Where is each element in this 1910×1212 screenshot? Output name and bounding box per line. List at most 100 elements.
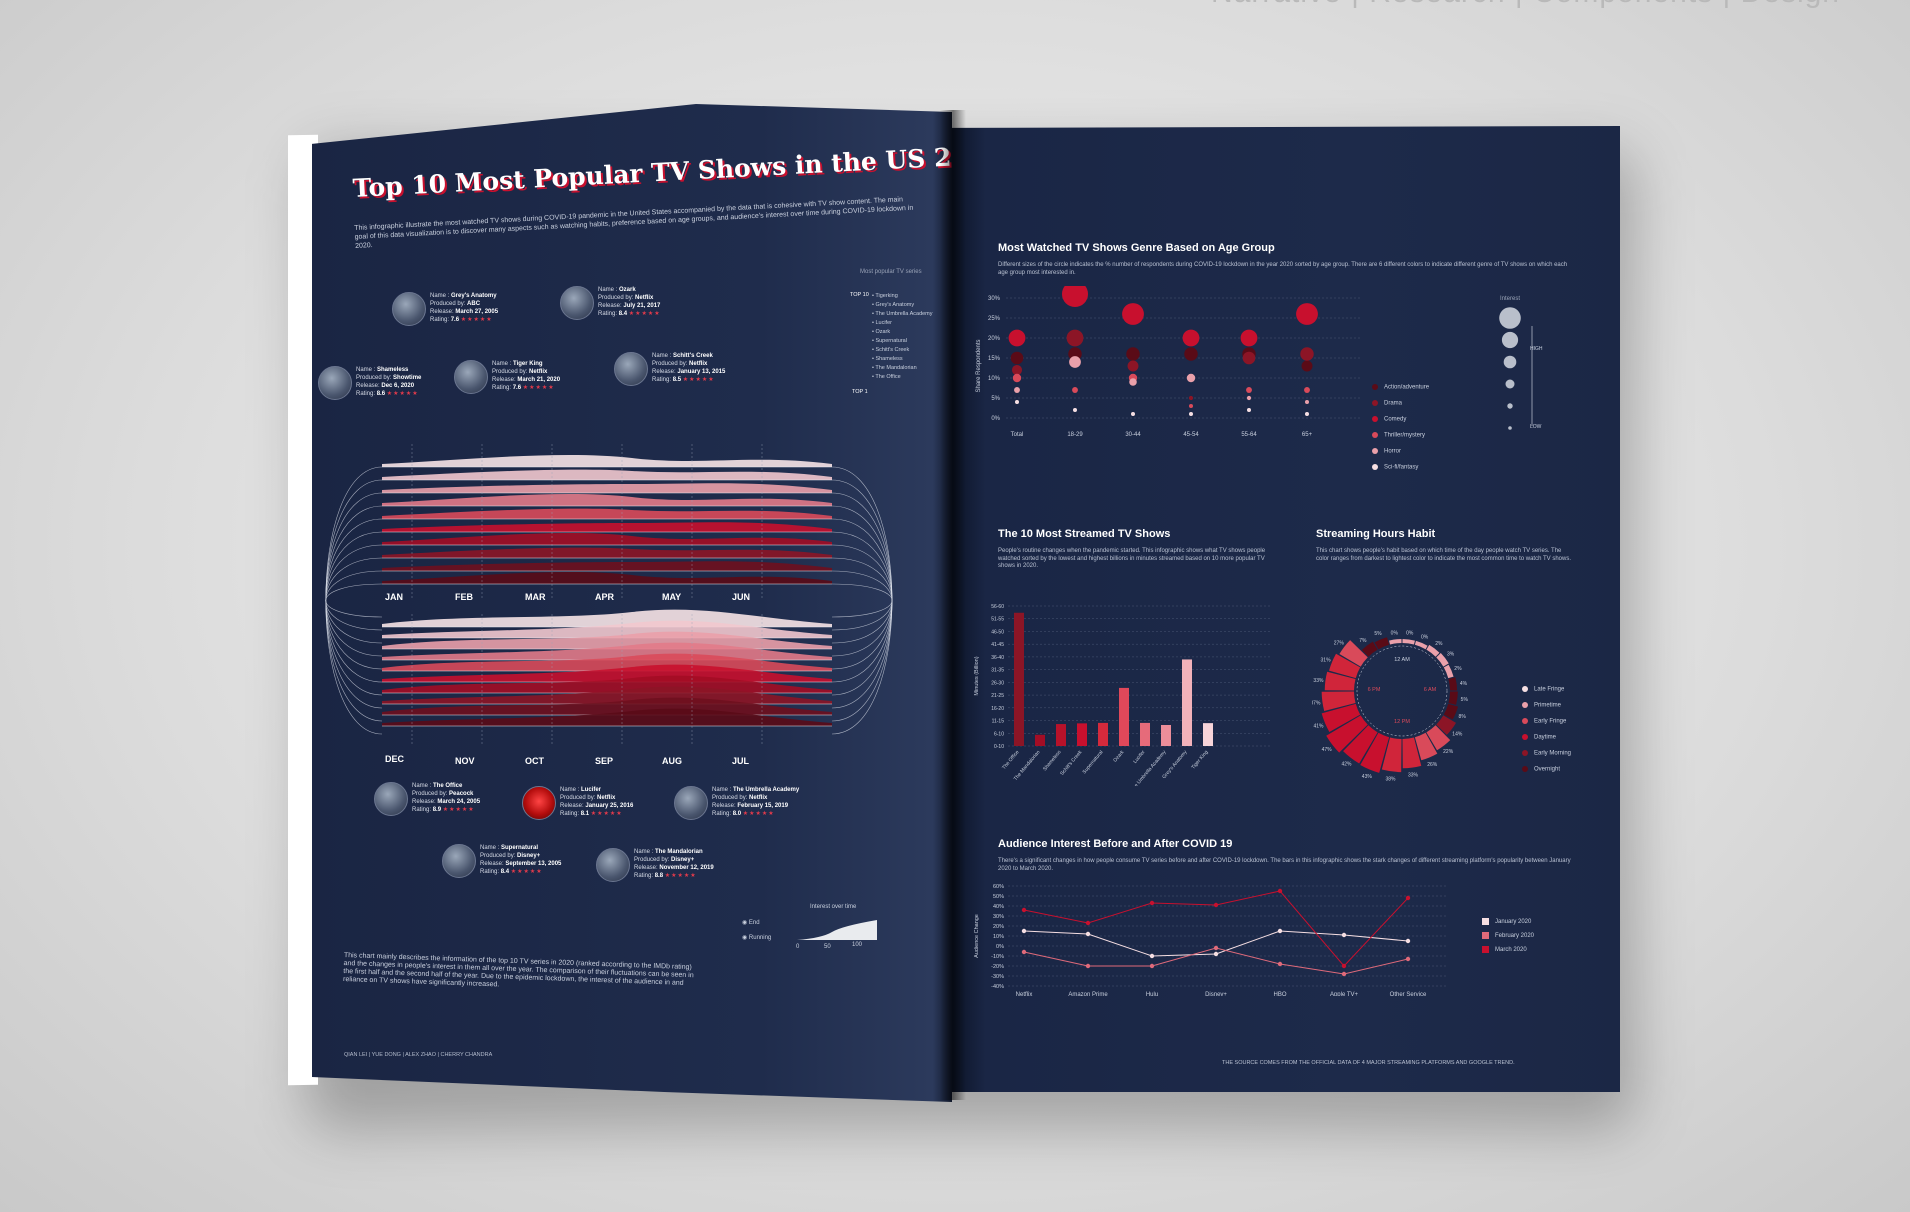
- y-tick-label: 41-45: [991, 642, 1004, 648]
- series-point: [1021, 907, 1027, 913]
- radial-pct-label: 47%: [1322, 747, 1333, 753]
- bar: [1203, 723, 1213, 746]
- rating-stars: ★★★★★: [386, 391, 419, 397]
- radial-bar: [1324, 671, 1356, 691]
- bubble-point: [1122, 303, 1144, 325]
- x-tick-label: Supernatural: [1082, 749, 1105, 775]
- show-avatar: [522, 786, 556, 820]
- streamed-chart-title: The 10 Most Streamed TV Shows: [998, 528, 1171, 540]
- audience-chart-desc: There's a significant changes in how peo…: [998, 858, 1571, 872]
- bubble-point: [1011, 364, 1023, 376]
- age-chart-desc: Different sizes of the circle indicates …: [998, 262, 1568, 276]
- ridge-top-band: [382, 522, 832, 532]
- x-tick-label: Tiger King: [1190, 749, 1209, 770]
- bubble-point: [1014, 387, 1020, 393]
- series-point: [1149, 900, 1155, 906]
- y-tick-label: -10%: [991, 954, 1004, 960]
- y-tick-label: 0%: [996, 944, 1004, 950]
- popular-list-item: • The Office: [872, 374, 901, 380]
- show-card-umbrella-academy: Name : The Umbrella Academy Produced by:…: [674, 786, 799, 820]
- show-card-ozark: Name : Ozark Produced by: Netflix Releas…: [560, 286, 661, 320]
- show-avatar: [674, 786, 708, 820]
- bubble-point: [1066, 329, 1084, 347]
- bubble-point: [1061, 286, 1089, 308]
- ridge-top-band: [382, 571, 832, 584]
- x-tick-label: 45-54: [1183, 432, 1199, 438]
- month-label: MAR: [525, 592, 546, 602]
- radial-pct-label: 33%: [1408, 773, 1419, 779]
- show-avatar: [560, 286, 594, 320]
- size-legend-circle: [1501, 331, 1519, 349]
- bubble-point: [1127, 360, 1139, 372]
- interest-size-legend: [1499, 307, 1533, 430]
- popular-list-item: • Schitt's Creek: [872, 347, 910, 353]
- radial-bar: [1426, 725, 1451, 751]
- ridge-top-band: [382, 547, 832, 558]
- series-point: [1021, 928, 1027, 934]
- x-tick-label: Apple TV+: [1330, 992, 1359, 996]
- y-tick-label: 30%: [993, 914, 1004, 920]
- ridge-loop-left: [325, 557, 383, 644]
- y-axis-label: Minutes (Billion): [974, 656, 980, 695]
- month-label: JUL: [732, 756, 750, 766]
- streamed-bar-chart: 56-60 51-55 46-50 41-45 36-40 31-35 26-30 21-25…: [974, 604, 1272, 786]
- month-label: OCT: [525, 756, 544, 766]
- ridge-bottom-band: [382, 631, 832, 649]
- rating-stars: ★★★★★: [682, 377, 715, 383]
- center-label-top: 12 AM: [1394, 657, 1410, 663]
- rating-stars: ★★★★★: [522, 385, 555, 391]
- radial-bar: [1443, 703, 1458, 720]
- ridge-loop-right: [831, 518, 893, 683]
- radial-pct-label: 43%: [1362, 774, 1373, 780]
- bubble-point: [1189, 404, 1193, 408]
- y-tick-label: 11-15: [992, 719, 1005, 725]
- hours-legend-item: Early Morning: [1522, 750, 1571, 757]
- x-tick-label: Schitt's Creek: [1059, 749, 1084, 777]
- rating-stars: ★★★★★: [590, 811, 623, 817]
- y-tick-label: 20%: [993, 924, 1004, 930]
- ridge-loop-left: [325, 518, 383, 683]
- radial-bar: [1389, 639, 1402, 645]
- bubble-point: [1188, 395, 1194, 401]
- interest-ridgeline-chart: [325, 444, 893, 744]
- audience-legend-item: January 2020: [1482, 918, 1531, 925]
- popular-list-item: • Ozark: [872, 329, 891, 335]
- bar: [1161, 725, 1171, 746]
- y-tick-label: 56-60: [991, 604, 1004, 610]
- ridge-loop-left: [325, 479, 383, 722]
- bar: [1098, 722, 1108, 746]
- radial-pct-label: 38%: [1385, 776, 1396, 782]
- y-tick-label: 5%: [991, 396, 1000, 402]
- x-tick-label: 30-44: [1125, 432, 1141, 438]
- bar: [1035, 734, 1045, 746]
- x-tick-label: Netflix: [1016, 992, 1033, 996]
- y-tick-label: -30%: [991, 974, 1004, 980]
- bubble-point: [1305, 412, 1309, 416]
- x-tick-label: Other Service: [1390, 992, 1427, 996]
- series-point: [1213, 945, 1219, 951]
- x-tick-label: 18-29: [1067, 432, 1083, 438]
- ridge-loop-left: [325, 570, 383, 631]
- center-label-bottom: 12 PM: [1394, 719, 1410, 725]
- radial-pct-label: 7%: [1359, 638, 1367, 644]
- series-point: [1085, 963, 1091, 969]
- bubble-point: [1301, 360, 1313, 372]
- radial-bar: [1443, 664, 1454, 679]
- show-card-the-office: Name : The Office Produced by: Peacock R…: [374, 782, 480, 816]
- x-tick-label: The Umbrella Academy: [1130, 749, 1168, 786]
- radial-bar: [1381, 737, 1402, 773]
- y-tick-label: 21-25: [991, 693, 1004, 699]
- radial-pct-label: 31%: [1321, 657, 1332, 663]
- ridge-bottom-band: [382, 642, 832, 660]
- y-tick-label: 31-35: [991, 668, 1004, 674]
- top10-label: TOP 10: [850, 292, 869, 298]
- y-tick-label: 60%: [993, 884, 1004, 890]
- bubble-point: [1131, 412, 1135, 416]
- rating-stars: ★★★★★: [628, 311, 661, 317]
- rating-stars: ★★★★★: [742, 811, 775, 817]
- popular-list-item: • Shameless: [872, 356, 903, 362]
- x-tick-label: Shameless: [1042, 749, 1063, 772]
- radial-bar: [1374, 637, 1390, 650]
- radial-bar: [1448, 677, 1458, 691]
- show-avatar: [374, 782, 408, 816]
